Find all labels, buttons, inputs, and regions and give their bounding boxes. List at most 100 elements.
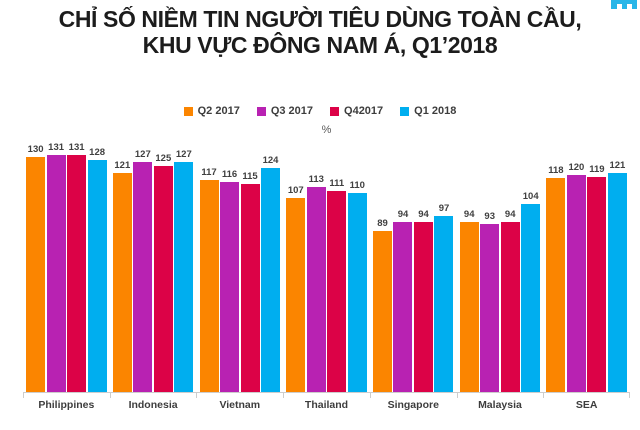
bar-rect [261, 168, 281, 392]
bar-indonesia-q2-2017: 121 [112, 161, 132, 392]
bar-value-label: 128 [89, 147, 106, 158]
category-label-thailand: Thailand [304, 399, 349, 411]
axis-tick [629, 393, 630, 398]
bar-indonesia-q1-2018: 127 [174, 149, 194, 392]
bar-philippines-q2-2017: 130 [26, 145, 46, 392]
bar-group-malaysia: 94 93 94 104 [457, 136, 544, 392]
bar-rect [480, 224, 500, 392]
bar-group-sea: 118 120 119 121 [543, 136, 630, 392]
bar-rect [306, 187, 326, 392]
chart-title: CHỈ SỐ NIỀM TIN NGƯỜI TIÊU DÙNG TOÀN CẦU… [0, 6, 640, 58]
bar-rect [587, 177, 607, 392]
axis-tick [369, 393, 371, 398]
bar-value-label: 127 [134, 149, 151, 160]
bar-value-label: 113 [308, 174, 324, 185]
category-axis-labels: Philippines Indonesia Vietnam Thailand Singa… [23, 399, 630, 411]
bar-malaysia-q1-2018: 104 [521, 191, 541, 392]
bar-value-label: 124 [262, 155, 279, 166]
bar-indonesia-q42017: 125 [153, 154, 173, 392]
bar-thailand-q3-2017: 113 [306, 174, 326, 392]
bar-rect [607, 173, 627, 392]
bar-malaysia-q2-2017: 94 [459, 209, 479, 392]
bar-value-label: 115 [242, 171, 258, 182]
chart-title-line2: KHU VỰC ĐÔNG NAM Á, Q1’2018 [142, 32, 498, 58]
bar-value-label: 94 [504, 209, 516, 220]
x-axis-line [23, 392, 630, 398]
bar-group-vietnam: 117 116 115 124 [196, 136, 283, 392]
logo-mark [616, 4, 622, 9]
bar-vietnam-q42017: 115 [240, 171, 260, 392]
bar-value-label: 118 [548, 165, 564, 176]
bar-value-label: 94 [463, 209, 475, 220]
axis-tick [23, 393, 24, 398]
bar-value-label: 121 [609, 160, 626, 171]
bar-value-label: 110 [349, 180, 365, 191]
bar-singapore-q3-2017: 94 [393, 209, 413, 392]
bar-value-label: 119 [589, 164, 605, 175]
bar-rect [87, 160, 107, 392]
axis-tick [456, 393, 458, 398]
bar-value-label: 117 [201, 167, 217, 178]
legend: Q2 2017 Q3 2017 Q42017 Q1 2018 [0, 105, 640, 117]
bar-rect [372, 231, 392, 392]
axis-tick [109, 393, 111, 398]
bar-value-label: 93 [484, 211, 495, 222]
bar-rect [67, 155, 87, 392]
category-label-philippines: Philippines [38, 399, 95, 411]
bar-value-label: 116 [221, 169, 238, 180]
plot-area: 130 131 131 128 121 127 125 127 117 116 115 124 107 1… [23, 136, 630, 392]
bar-value-label: 131 [48, 142, 65, 153]
category-label-indonesia: Indonesia [128, 399, 178, 411]
axis-tick [543, 393, 545, 398]
bar-value-label: 120 [568, 162, 585, 173]
bar-rect [521, 204, 541, 392]
category-label-singapore: Singapore [387, 399, 439, 411]
legend-swatch-icon [183, 106, 193, 116]
bar-rect [153, 166, 173, 392]
bar-philippines-q3-2017: 131 [46, 142, 66, 392]
legend-item-q42017: Q42017 [330, 105, 383, 117]
legend-swatch-icon [330, 106, 340, 116]
bar-thailand-q1-2018: 110 [347, 180, 367, 392]
bar-rect [434, 216, 454, 392]
bar-value-label: 94 [418, 209, 429, 220]
bar-philippines-q42017: 131 [67, 143, 87, 392]
category-label-malaysia: Malaysia [478, 399, 522, 411]
legend-label: Q3 2017 [270, 105, 314, 117]
logo-mark [626, 4, 632, 9]
bar-sea-q3-2017: 120 [566, 162, 586, 392]
bar-value-label: 94 [397, 209, 409, 220]
bar-thailand-q42017: 111 [327, 178, 347, 392]
y-axis-unit-label: % [321, 124, 332, 136]
bar-value-label: 127 [175, 149, 192, 160]
bar-value-label: 97 [438, 203, 450, 214]
bar-group-indonesia: 121 127 125 127 [110, 136, 197, 392]
bar-singapore-q2-2017: 89 [372, 218, 392, 392]
bar-rect [240, 184, 260, 392]
bar-value-label: 89 [377, 218, 388, 229]
bar-sea-q2-2017: 118 [546, 165, 566, 392]
axis-tick [283, 393, 285, 398]
category-label-vietnam: Vietnam [219, 399, 261, 411]
bar-thailand-q2-2017: 107 [286, 186, 306, 392]
bar-rect [174, 162, 194, 392]
bar-singapore-q42017: 94 [413, 209, 433, 392]
category-label-sea: SEA [575, 399, 598, 411]
bar-malaysia-q3-2017: 93 [480, 211, 500, 392]
bar-sea-q1-2018: 121 [607, 160, 627, 392]
bar-rect [347, 193, 367, 392]
legend-label: Q2 2017 [197, 105, 240, 117]
bar-value-label: 104 [522, 191, 539, 202]
bar-rect [46, 155, 66, 392]
bar-value-label: 111 [329, 178, 345, 189]
bar-rect [199, 180, 219, 392]
bar-group-thailand: 107 113 111 110 [283, 136, 370, 392]
chart-title-line1: CHỈ SỐ NIỀM TIN NGƯỜI TIÊU DÙNG TOÀN CẦU… [58, 6, 582, 32]
bar-rect [112, 173, 132, 392]
axis-tick [196, 393, 198, 398]
bar-vietnam-q2-2017: 117 [199, 167, 219, 392]
legend-label: Q42017 [344, 105, 384, 117]
legend-item-q2-2017: Q2 2017 [183, 105, 240, 117]
bar-vietnam-q3-2017: 116 [220, 169, 240, 392]
